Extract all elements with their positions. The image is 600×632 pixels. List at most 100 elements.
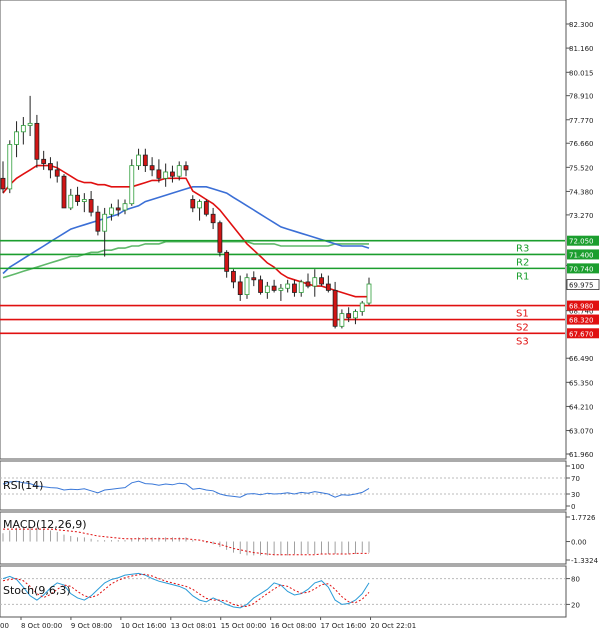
candle-body (88, 199, 94, 213)
level-name-r2: R2 (516, 257, 529, 268)
stoch-label: Stoch(9,6,3) (3, 584, 71, 597)
level-tag-s3 (567, 328, 599, 339)
candle-body (292, 283, 297, 293)
macd-label: MACD(12,26,9) (3, 518, 87, 531)
y-tick-label: 68.740 (569, 308, 594, 316)
y-tick-label: 81.160 (569, 45, 594, 53)
candle-body (156, 169, 162, 179)
level-tag-r2 (567, 249, 599, 260)
last-price-tag (566, 279, 600, 290)
candle-body (312, 277, 318, 287)
candle-body (7, 144, 13, 190)
indicator-tick-label: 100 (571, 463, 584, 471)
y-tick-label: 78.910 (569, 93, 594, 101)
candle-body (41, 158, 47, 164)
level-tag-s2 (567, 314, 599, 325)
x-tick-label: 8 Oct 00:00 (21, 622, 62, 630)
indicator-tick-label: 80 (571, 576, 580, 584)
indicator-tick-label: 20 (571, 601, 580, 609)
level-value-s2: 68.320 (569, 317, 594, 325)
rsi-label: RSI(14) (3, 479, 43, 492)
macd-panel: 1.7726 0.00 -1.3324 (2, 514, 599, 565)
candle-body (27, 122, 33, 126)
x-tick-label: 16 Oct 08:00 (271, 622, 317, 630)
level-name-s2: S2 (516, 323, 529, 334)
candle-body (305, 281, 311, 287)
candle-body (366, 283, 372, 304)
level-tag-r1 (567, 263, 599, 274)
candle-body (170, 171, 175, 177)
candle-body (68, 194, 74, 209)
candle-body (149, 165, 155, 171)
ma-green-line (2, 240, 369, 279)
indicator-tick-label: 0 (571, 503, 575, 511)
stoch-d-line (2, 573, 370, 608)
main-chart-frame (0, 0, 567, 460)
candle-body (54, 169, 60, 177)
candle-body (81, 199, 87, 202)
level-value-s3: 67.670 (569, 330, 594, 338)
last-price-value: 69.975 (569, 282, 594, 290)
candle-body (129, 165, 135, 205)
level-tag-s1 (567, 300, 599, 311)
candle-body (20, 125, 26, 133)
level-value-r2: 71.400 (569, 251, 594, 259)
candle-body (203, 201, 209, 215)
candle-body (183, 165, 189, 171)
macd-signal-line (3, 528, 369, 556)
y-tick-label: 74.380 (569, 188, 594, 196)
candle-body (190, 199, 196, 209)
indicator-tick-label: 70 (571, 475, 580, 483)
candle-body (332, 289, 338, 327)
candle-body (237, 281, 243, 295)
y-tick-label: 63.070 (569, 428, 594, 436)
candle-body (325, 283, 331, 291)
level-value-r1: 70.740 (569, 265, 594, 273)
y-tick-label: 76.660 (569, 140, 594, 148)
x-tick-label: 13 Oct 08:01 (171, 622, 217, 630)
candle-body (319, 277, 324, 285)
candle-body (95, 211, 101, 232)
candle-body (353, 311, 358, 319)
candle-body (217, 222, 223, 253)
candle-body (136, 154, 141, 167)
rsi-panel-frame (0, 460, 567, 511)
level-tag-r3 (567, 235, 599, 246)
candle-body (34, 122, 40, 160)
candle-body (339, 313, 345, 327)
stoch-panel: 80 20 (0, 572, 580, 609)
candle-body (0, 177, 6, 190)
candle-body (258, 279, 263, 293)
macd-panel-frame (0, 511, 567, 565)
y-tick-label: 66.490 (569, 355, 594, 363)
stoch-k-line (2, 572, 370, 609)
candle-body (109, 207, 114, 215)
y-tick-label: 73.270 (569, 212, 594, 220)
y-tick-label: 65.350 (569, 379, 594, 387)
candle-body (163, 171, 169, 179)
stoch-panel-frame (0, 565, 567, 618)
x-tick-label: 10 Oct 16:00 (121, 622, 167, 630)
candle-body (197, 201, 202, 209)
candle-body (278, 287, 284, 291)
ma-blue-line (2, 186, 370, 275)
candle-body (298, 281, 304, 293)
candle-body (264, 285, 270, 293)
candle-body (142, 154, 148, 167)
x-tick-label: 9 Oct 08:00 (71, 622, 112, 630)
indicator-tick-label: 1.7726 (571, 514, 596, 522)
candle-body (176, 165, 182, 177)
y-tick-label: 80.015 (569, 69, 594, 77)
candle-body (231, 270, 236, 283)
level-value-s1: 68.980 (569, 303, 594, 311)
level-name-s3: S3 (516, 336, 529, 347)
candle-body (14, 131, 19, 145)
time-axis: 00 8 Oct 00:00 9 Oct 08:00 10 Oct 16:00 13 O… (0, 617, 416, 630)
x-tick-label: 15 Oct 00:00 (221, 622, 267, 630)
y-tick-label: 61.960 (569, 451, 594, 459)
candle-body (251, 277, 257, 281)
candle-body (224, 251, 230, 272)
x-tick-label: 17 Oct 16:00 (321, 622, 367, 630)
candle-body (244, 277, 250, 295)
